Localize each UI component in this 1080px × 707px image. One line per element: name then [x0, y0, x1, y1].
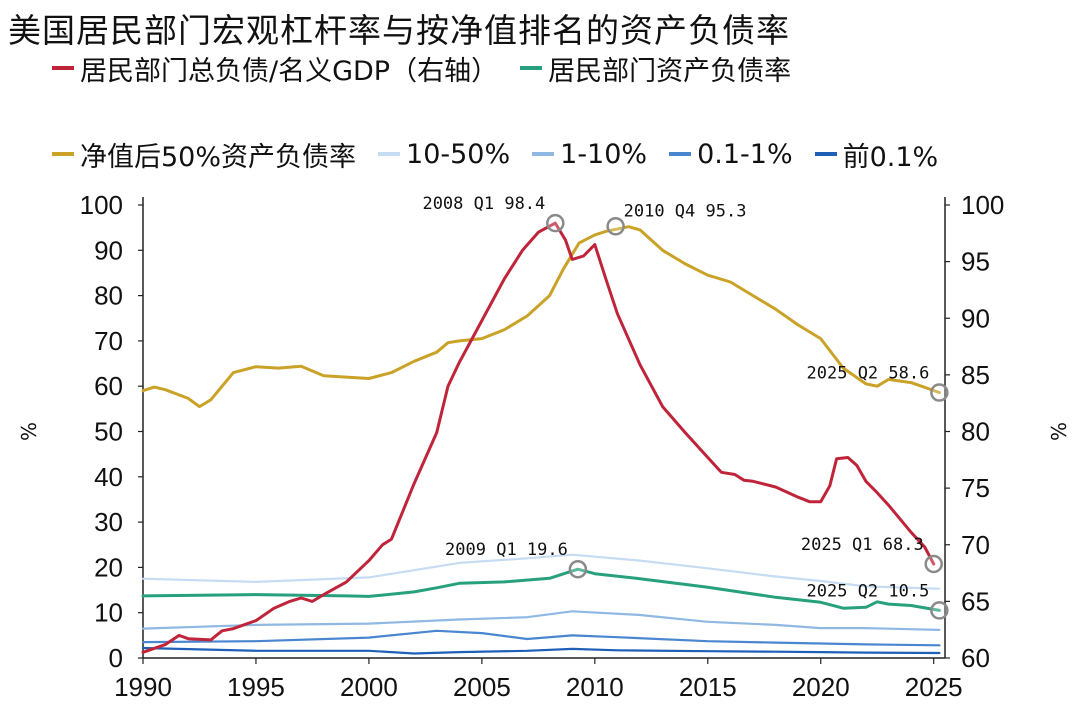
series-line-1 — [141, 567, 941, 612]
left-tick-label: 0 — [109, 643, 123, 673]
legend-swatch-2 — [52, 152, 74, 156]
legend-swatch-0 — [52, 66, 74, 70]
annotation-marker — [546, 213, 565, 233]
right-tick-label: 75 — [961, 473, 990, 503]
legend-label-1: 居民部门资产负债率 — [548, 55, 792, 87]
left-tick-label: 30 — [94, 507, 123, 537]
left-tick-label: 80 — [94, 281, 123, 311]
series-line-6 — [141, 646, 941, 655]
x-tick-label: 2025 — [905, 672, 963, 702]
left-axis-label: % — [17, 422, 41, 441]
annotation-marker — [930, 383, 949, 402]
legend-label-0: 居民部门总负债/名义GDP（右轴） — [80, 55, 499, 87]
annotation-label: 2008 Q1 98.4 — [422, 194, 545, 214]
right-tick-label: 95 — [961, 247, 990, 277]
series-line-4 — [141, 610, 941, 631]
annotation-label: 2025 Q2 10.5 — [807, 581, 930, 601]
annotation-label: 2010 Q4 95.3 — [624, 201, 747, 221]
axes: 0 10 20 30 40 50 60 70 80 90 100 60 65 70 75 80 85 90 95 10… — [17, 190, 1071, 702]
right-tick-label: 100 — [961, 190, 1004, 220]
annotation-marker — [930, 601, 949, 620]
legend-swatch-6 — [814, 152, 837, 156]
x-tick-label: 2000 — [340, 672, 398, 702]
legend-row-2: 净值后50%资产负债率 10-50% 1-10% 0.1-1% 前0.1% — [52, 134, 960, 174]
legend-label-5: 0.1-1% — [697, 138, 793, 170]
annotation-label: 2025 Q1 68.3 — [801, 535, 924, 555]
left-tick-label: 40 — [94, 462, 123, 492]
legend-label-6: 前0.1% — [842, 141, 939, 173]
x-tick-label: 1995 — [227, 672, 285, 702]
legend-item-2: 净值后50%资产负债率 — [52, 135, 356, 174]
legend-item-5: 0.1-1% — [669, 139, 793, 170]
legend-label-2: 净值后50%资产负债率 — [80, 141, 357, 173]
legend-row-1: 居民部门总负债/名义GDP（右轴） 居民部门资产负债率 — [52, 48, 813, 88]
right-tick-label: 60 — [961, 643, 990, 673]
legend-swatch-1 — [520, 66, 543, 70]
legend-item-0: 居民部门总负债/名义GDP（右轴） — [52, 49, 498, 88]
legend-swatch-3 — [378, 152, 401, 156]
legend-swatch-4 — [532, 152, 555, 156]
left-tick-label: 60 — [94, 371, 123, 401]
right-tick-label: 65 — [961, 586, 990, 616]
chart-title: 美国居民部门宏观杠杆率与按净值排名的资产负债率 — [8, 11, 790, 50]
legend-item-3: 10-50% — [378, 139, 510, 170]
annotation-label: 2025 Q2 58.6 — [807, 364, 930, 384]
series-line-0 — [141, 221, 936, 654]
right-tick-label: 70 — [961, 530, 990, 560]
left-tick-label: 10 — [94, 598, 123, 628]
x-tick-label: 2015 — [679, 672, 737, 702]
series-line-5 — [141, 629, 941, 647]
annotation-marker — [924, 554, 943, 574]
annotation-marker — [568, 559, 588, 579]
left-tick-label: 70 — [94, 326, 123, 356]
legend-item-4: 1-10% — [532, 139, 647, 170]
legend-swatch-5 — [669, 152, 692, 156]
annotation-layer: 2008 Q1 98.4 2010 Q4 95.3 2025 Q2 58.6 2025… — [422, 194, 949, 620]
annotation-label: 2009 Q1 19.6 — [445, 540, 568, 560]
legend-item-6: 前0.1% — [814, 135, 939, 174]
x-tick-label: 1990 — [114, 672, 172, 702]
right-axis-label: % — [1047, 422, 1071, 441]
legend-label-3: 10-50% — [406, 138, 511, 170]
legend-item-1: 居民部门资产负债率 — [520, 49, 791, 88]
left-tick-label: 100 — [80, 190, 123, 220]
x-tick-label: 2010 — [566, 672, 624, 702]
right-tick-label: 80 — [961, 417, 990, 447]
annotation-marker — [606, 217, 625, 236]
series-layer — [141, 221, 941, 655]
left-tick-label: 90 — [94, 235, 123, 265]
right-tick-label: 85 — [961, 360, 990, 390]
left-tick-label: 50 — [94, 417, 123, 447]
legend-label-4: 1-10% — [560, 138, 648, 170]
left-tick-label: 20 — [94, 552, 123, 582]
x-tick-label: 2020 — [792, 672, 850, 702]
right-tick-label: 90 — [961, 303, 990, 333]
x-tick-label: 2005 — [453, 672, 511, 702]
series-line-2 — [141, 225, 941, 409]
